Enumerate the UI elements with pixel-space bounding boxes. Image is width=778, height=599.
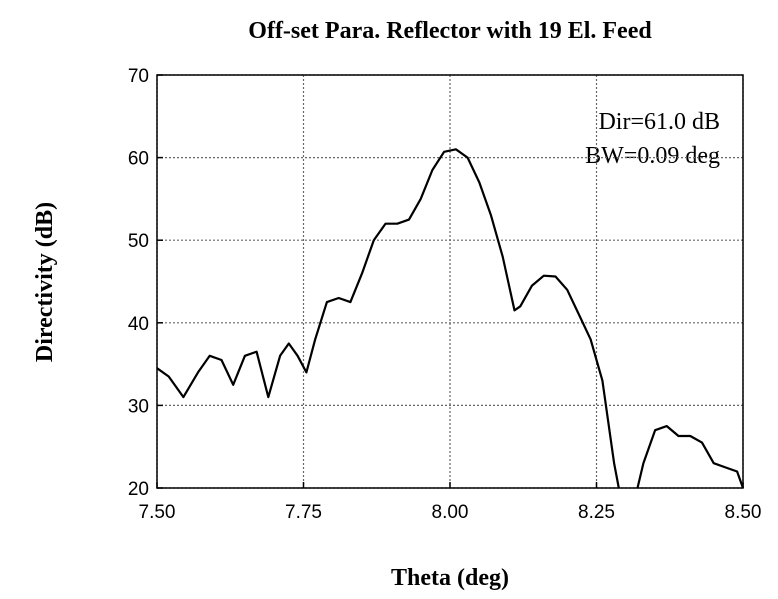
x-tick-label: 7.50 [139, 502, 176, 523]
annotation: Dir=61.0 dB [598, 109, 720, 135]
data-line [156, 148, 745, 489]
x-tick-label: 8.50 [725, 502, 762, 523]
y-tick-label: 30 [128, 396, 149, 417]
y-tick-label: 50 [128, 231, 149, 252]
x-tick-label: 7.75 [285, 502, 322, 523]
y-axis-label: Directivity (dB) [32, 202, 58, 362]
y-tick-label: 60 [128, 149, 149, 170]
y-tick-label: 40 [128, 314, 149, 335]
chart-title: Off-set Para. Reflector with 19 El. Feed [248, 18, 652, 44]
x-axis-label: Theta (deg) [391, 565, 509, 591]
annotation: BW=0.09 deg [585, 143, 720, 169]
x-tick-label: 8.25 [578, 502, 615, 523]
plot-frame [156, 74, 744, 489]
y-tick-label: 70 [128, 66, 149, 87]
y-tick-label: 20 [128, 479, 149, 500]
x-tick-label: 8.00 [432, 502, 469, 523]
